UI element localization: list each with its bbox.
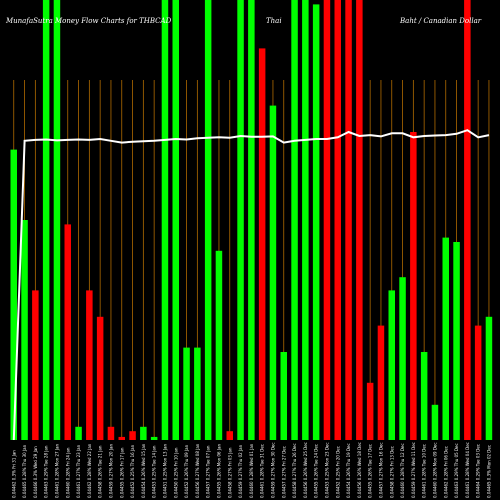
tick-label: 0.04461 0.28% Mon 27 Jan [54, 444, 59, 498]
tick-label: 0.04462 0.28% Wed 22 Jan [87, 443, 92, 498]
bar [215, 250, 223, 440]
tick-label: 0.04459 0.27% Mon 30 Dec [270, 442, 275, 498]
bar [464, 0, 471, 440]
tick-label: 0.04456 0.26% Wed 25 Dec [303, 442, 308, 498]
tick-label: 0.04461 0.28% Wed 04 Dec [465, 442, 470, 498]
chart-title-left: MunafaSutra Money Flow Charts for THBCAD [5, 17, 172, 25]
tick-label: 0.04452 0.25% Thu 16 Jan [130, 444, 135, 498]
tick-label: 0.04458 0.26% Tue 21 Jan [98, 445, 103, 498]
bar [53, 0, 61, 440]
price-line [12, 129, 490, 441]
bar [118, 436, 125, 440]
bar [258, 48, 266, 441]
tick-label: 0.04462 0.3% Fri 31 Jan [11, 450, 16, 498]
tick-label: 0.04458 0.27% Fri 13 Dec [389, 446, 394, 498]
bar [140, 426, 147, 440]
tick-label: 0.04457 0.27% Tue 07 Jan [206, 445, 211, 498]
bar [485, 316, 493, 440]
tick-label: 0.04459 0.27% Wed 11 Dec [411, 442, 416, 498]
tick-label: 0.04455 0.26% Tue 17 Dec [368, 444, 373, 498]
bar [399, 277, 406, 440]
chart-title-right: Baht / Canadian Dollar [399, 17, 482, 25]
bar [21, 220, 28, 440]
bar [129, 431, 136, 440]
tick-label: 0.04460 0.28% Wed 01 Jan [249, 443, 254, 498]
bar [248, 0, 255, 440]
bar [312, 4, 320, 441]
tick-label: 0.04450 0.25% Fri 10 Jan [173, 447, 178, 498]
bar [172, 0, 179, 440]
bar [150, 436, 158, 440]
tick-label: 0.04456 0.26% Wed 18 Dec [357, 442, 362, 498]
tick-label: 0.04456 0.27% Wed 08 Jan [195, 443, 200, 498]
tick-label: 0.04459 0.27% Thu 02 Jan [238, 444, 243, 498]
tick-label: 0.04460 0.28% Thu 12 Dec [400, 443, 405, 498]
bar [107, 426, 115, 440]
tick-label: 0.04455 0.26% Tue 24 Dec [314, 444, 319, 498]
bar [96, 316, 104, 440]
bar [474, 325, 482, 440]
tick-label: 0.04464 0.29% Tue 03 Dec [476, 444, 481, 498]
tick-label: 0.04460 0.28% Mon 09 Dec [432, 442, 437, 498]
bar [377, 325, 385, 440]
tick-label: 0.04465 0.28% Thu 30 Jan [22, 444, 27, 498]
tick-label: 0.04454 0.26% Wed 15 Jan [141, 443, 146, 498]
tick-label: 0.04465 0.3% Mon 02 Dec [486, 445, 491, 498]
tick-label: 0.04452 0.25% Fri 20 Dec [335, 446, 340, 498]
tick-label: 0.04466 0.3% Wed 29 Jan [33, 446, 38, 498]
bar [269, 105, 277, 440]
tick-label: 0.04452 0.26% Thu 09 Jan [184, 444, 189, 498]
bar [204, 0, 212, 440]
bar [410, 132, 417, 440]
tick-label: 0.04451 0.25% Mon 13 Jan [162, 444, 167, 498]
bar [226, 431, 233, 440]
tick-label: 0.04458 0.27% Fri 03 Jan [227, 447, 232, 498]
tick-label: 0.04457 0.27% Fri 27 Dec [281, 446, 286, 498]
tick-label: 0.04458 0.27% Thu 26 Dec [292, 443, 297, 498]
bar [366, 382, 374, 440]
tick-label: 0.04461 0.27% Thu 23 Jan [76, 444, 81, 498]
bar [194, 347, 201, 440]
bar [10, 149, 17, 440]
chart-title-mid: Thai [266, 17, 282, 25]
tick-label: 0.04463 0.29% Tue 28 Jan [44, 445, 49, 498]
tick-label: 0.04462 0.28% Fri 06 Dec [443, 446, 448, 498]
bar [291, 0, 298, 440]
bar [183, 347, 190, 440]
tick-label: 0.04460 0.28% Fri 24 Jan [65, 447, 70, 498]
tick-label: 0.04461 0.28% Tue 31 Dec [260, 444, 265, 498]
tick-label: 0.04455 0.26% Mon 06 Jan [216, 444, 221, 498]
bar [64, 224, 71, 440]
tick-label: 0.04453 0.25% Tue 14 Jan [152, 445, 157, 498]
bar [356, 0, 363, 440]
bar [161, 0, 169, 440]
bar [75, 426, 82, 440]
bar [237, 0, 244, 440]
bar [453, 242, 460, 440]
bar [280, 352, 287, 440]
bar-series [10, 0, 493, 441]
bar [345, 0, 352, 440]
bar [334, 0, 341, 440]
bar [442, 237, 449, 440]
bar [420, 352, 428, 440]
bar [32, 290, 39, 440]
tick-label: 0.04461 0.28% Tue 10 Dec [422, 444, 427, 498]
bar [431, 404, 439, 440]
tick-label: 0.04454 0.26% Thu 19 Dec [346, 443, 351, 498]
bar [86, 290, 93, 440]
bar [42, 0, 50, 440]
bar [302, 0, 309, 440]
tick-label: 0.04457 0.27% Mon 16 Dec [378, 442, 383, 498]
bar [388, 290, 395, 440]
tick-label: 0.04459 0.27% Mon 20 Jan [108, 444, 113, 498]
tick-label: 0.04463 0.29% Thu 05 Dec [454, 443, 459, 498]
x-axis-ticks: 0.04462 0.3% Fri 31 Jan 0.04465 0.28% Thu… [11, 442, 491, 498]
tick-label: 0.04455 0.26% Fri 17 Jan [119, 447, 124, 498]
bar [323, 0, 331, 440]
tick-label: 0.04453 0.25% Mon 23 Dec [324, 442, 329, 498]
